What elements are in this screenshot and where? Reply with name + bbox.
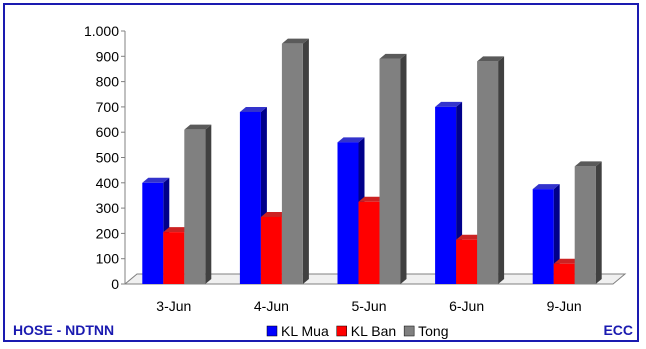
bar-top-face [574,161,602,167]
y-tick-label: 0 [111,276,119,292]
bar-front-face [379,58,401,284]
bar-side-face [400,53,407,284]
bar-chart: 0 100 200 300 400 500 600 700 800 900 1.000 3-Jun 4… [13,23,633,339]
y-tick-label: 200 [96,225,120,241]
bar-front-face [477,61,499,284]
bar-top-face [260,211,288,217]
bar-series [142,38,602,285]
y-tick-label: 1.000 [84,23,119,39]
y-tick-label: 700 [96,99,120,115]
bar-top-face [337,137,365,143]
bar-side-face [205,124,212,284]
bar-front-face [553,263,575,284]
bar-front-face [260,216,282,284]
bar-front-face [456,239,478,284]
bar-top-face [379,53,407,59]
y-tick-label: 900 [96,48,120,64]
bar-tong [574,161,602,284]
legend-swatch [403,325,415,337]
legend-label: KL Mua [281,323,329,339]
bar-front-face [532,189,554,284]
legend-swatch [336,325,347,337]
chart-frame: 0 100 200 300 400 500 600 700 800 900 1.000 3-Jun 4… [3,3,639,342]
bar-top-face [553,258,581,264]
bar-tong [379,53,407,284]
y-tick-label: 800 [96,74,120,90]
bar-front-face [435,106,457,285]
bar-top-face [532,184,560,190]
y-tick-label: 500 [96,150,120,166]
bar-top-face [184,124,212,130]
bar-top-face [435,101,463,107]
bar-front-face [574,166,596,284]
legend-label: KL Ban [351,323,396,339]
bar-front-face [163,232,185,284]
bar-front-face [142,182,164,284]
bar-tong [281,38,309,285]
x-category-label: 9-Jun [547,298,582,314]
bar-top-face [477,56,505,62]
y-tick-label: 400 [96,175,120,191]
bar-top-face [239,106,267,112]
bar-front-face [184,129,206,284]
bar-top-face [281,38,309,44]
x-axis-categories: 3-Jun 4-Jun 5-Jun 6-Jun 9-Jun [156,298,581,314]
bar-kl-mua [142,177,170,284]
bar-side-face [595,161,602,284]
x-category-label: 6-Jun [449,298,484,314]
x-category-label: 5-Jun [351,298,386,314]
right-corner-label: ECC [603,322,633,338]
bar-kl-mua [532,184,560,284]
bar-side-face [302,38,309,285]
legend-label: Tong [418,323,448,339]
left-corner-label: HOSE - NDTNN [13,322,114,338]
bar-front-face [337,142,359,284]
bar-side-face [553,184,560,284]
bar-front-face [281,43,303,285]
x-category-label: 4-Jun [254,298,289,314]
bar-front-face [358,201,380,284]
bar-top-face [142,177,170,183]
y-tick-label: 600 [96,124,120,140]
y-tick-label: 300 [96,200,120,216]
legend-swatch [266,325,278,337]
bar-tong [184,124,212,284]
bar-tong [477,56,505,284]
y-axis-ticks: 0 100 200 300 400 500 600 700 800 900 1.000 [84,23,125,292]
x-category-label: 3-Jun [156,298,191,314]
bar-front-face [239,111,261,285]
bar-top-face [163,227,191,233]
bar-top-face [358,196,386,202]
y-tick-label: 100 [96,251,120,267]
legend: KL Mua KL Ban Tong [266,323,449,339]
bar-top-face [456,234,484,240]
bar-side-face [498,56,505,284]
